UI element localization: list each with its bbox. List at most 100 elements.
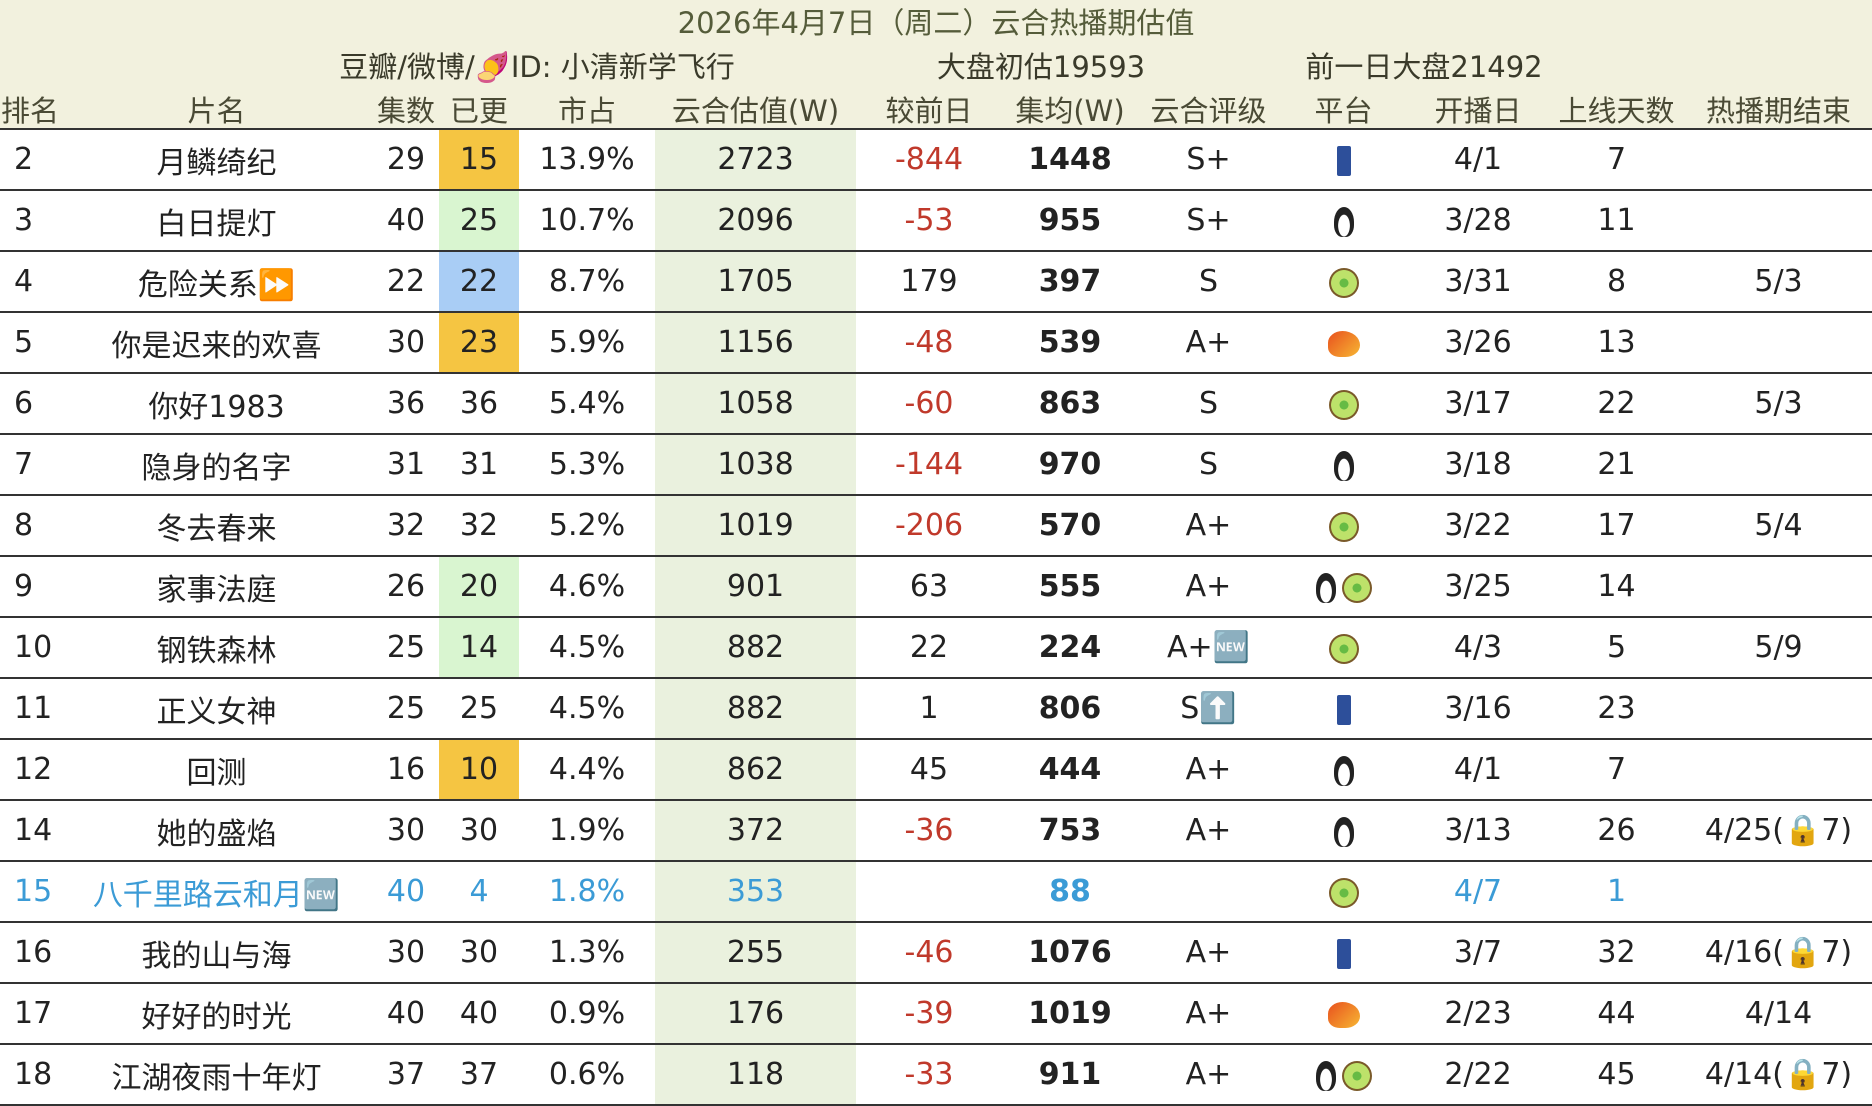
cell-episodes: 30 [373, 922, 439, 984]
table-row: 10 钢铁森林 25 14 4.5% 882 22 224 A+🆕 4/3 5 5/9 [0, 617, 1872, 679]
cell-name: 好好的时光 [60, 983, 373, 1045]
cell-share: 5.9% [519, 312, 655, 374]
title: 2026年4月7日（周二）云合热播期估值 [677, 6, 1195, 40]
cell-rank: 5 [0, 312, 60, 374]
column-header: 集均(W) [1015, 94, 1125, 128]
cell-change: -53 [856, 190, 1002, 252]
cell-avg: 911 [1002, 1044, 1138, 1106]
cell-avg: 224 [1002, 617, 1138, 679]
cell-start: 4/1 [1408, 128, 1548, 191]
table-row: 16 我的山与海 30 30 1.3% 255 -46 1076 A+ 3/7 32 4/16(🔒7) [0, 922, 1872, 984]
cell-start: 2/22 [1408, 1044, 1548, 1106]
cell-share: 0.6% [519, 1044, 655, 1106]
cell-change: 45 [856, 739, 1002, 801]
cell-rank: 4 [0, 251, 60, 313]
column-header: 平台 [1314, 94, 1373, 128]
cell-updated: 30 [439, 922, 519, 984]
cell-value: 1019 [655, 495, 856, 557]
cell-share: 4.5% [519, 678, 655, 740]
cell-name: 月鳞绮纪 [60, 128, 373, 191]
cell-name: 回测 [60, 739, 373, 801]
cell-rating: A+ [1138, 312, 1279, 374]
cell-updated: 30 [439, 800, 519, 862]
cell-end [1685, 128, 1872, 191]
cell-change: -36 [856, 800, 1002, 862]
cell-days: 5 [1548, 617, 1685, 679]
cell-change: -144 [856, 434, 1002, 496]
cell-days: 32 [1548, 922, 1685, 984]
platform-icon [1333, 816, 1354, 847]
cell-updated: 10 [439, 739, 519, 801]
cell-days: 21 [1548, 434, 1685, 496]
column-header: 排名 [0, 94, 59, 128]
cell-end [1685, 312, 1872, 374]
cell-updated: 40 [439, 983, 519, 1045]
column-headers: 排名 片名 集数 已更 市占 云合估值(W) 较前日 集均(W) 云合评级 平台 开播日 上线天数 热播… [0, 88, 1872, 130]
cell-episodes: 29 [373, 128, 439, 191]
cell-rating: A+ [1138, 739, 1279, 801]
cell-rank: 8 [0, 495, 60, 557]
platform-icon [1328, 511, 1359, 542]
cell-rank: 18 [0, 1044, 60, 1106]
cell-share: 4.6% [519, 556, 655, 618]
cell-end: 4/14 [1685, 983, 1872, 1045]
cell-rating [1138, 861, 1279, 923]
cell-value: 372 [655, 800, 856, 862]
cell-rank: 11 [0, 678, 60, 740]
cell-platform [1279, 251, 1408, 313]
table-row: 7 隐身的名字 31 31 5.3% 1038 -144 970 S 3/18 21 [0, 434, 1872, 496]
cell-platform [1279, 861, 1408, 923]
cell-value: 901 [655, 556, 856, 618]
cell-change: -206 [856, 495, 1002, 557]
cell-rating: A+🆕 [1138, 617, 1279, 679]
cell-days: 23 [1548, 678, 1685, 740]
cell-change: 22 [856, 617, 1002, 679]
column-header: 市占 [557, 94, 616, 128]
cell-avg: 955 [1002, 190, 1138, 252]
cell-change: -844 [856, 128, 1002, 191]
cell-rating: S+ [1138, 128, 1279, 191]
cell-rank: 6 [0, 373, 60, 435]
cell-rating: A+ [1138, 983, 1279, 1045]
cell-episodes: 37 [373, 1044, 439, 1106]
cell-end: 5/3 [1685, 373, 1872, 435]
cell-value: 1058 [655, 373, 856, 435]
platform-icon [1315, 572, 1336, 603]
platform-icon [1341, 1060, 1372, 1091]
cell-start: 3/28 [1408, 190, 1548, 252]
cell-platform [1279, 739, 1408, 801]
table-row: 17 好好的时光 40 40 0.9% 176 -39 1019 A+ 2/23 44 4/14 [0, 983, 1872, 1045]
cell-updated: 25 [439, 678, 519, 740]
cell-value: 882 [655, 678, 856, 740]
cell-end [1685, 434, 1872, 496]
cell-share: 5.3% [519, 434, 655, 496]
cell-value: 353 [655, 861, 856, 923]
cell-rating: A+ [1138, 800, 1279, 862]
cell-avg: 397 [1002, 251, 1138, 313]
cell-value: 1705 [655, 251, 856, 313]
column-header: 热播期结束 [1705, 94, 1851, 128]
cell-rating: S⬆️ [1138, 678, 1279, 740]
cell-share: 1.8% [519, 861, 655, 923]
cell-rank: 9 [0, 556, 60, 618]
column-header: 开播日 [1434, 94, 1522, 128]
cell-platform [1279, 617, 1408, 679]
platform-icon [1328, 389, 1359, 420]
column-header: 片名 [187, 94, 246, 128]
platform-icon [1328, 267, 1359, 298]
table-row: 14 她的盛焰 30 30 1.9% 372 -36 753 A+ 3/13 26 4/25(🔒7) [0, 800, 1872, 862]
cell-updated: 36 [439, 373, 519, 435]
cell-start: 3/18 [1408, 434, 1548, 496]
cell-days: 7 [1548, 128, 1685, 191]
ranking-table: 2 月鳞绮纪 29 15 13.9% 2723 -844 1448 S+ 4/1 7 3 白日提灯 40 2… [0, 128, 1872, 1106]
cell-episodes: 25 [373, 678, 439, 740]
cell-value: 255 [655, 922, 856, 984]
cell-rank: 7 [0, 434, 60, 496]
cell-days: 1 [1548, 861, 1685, 923]
cell-episodes: 40 [373, 190, 439, 252]
cell-platform [1279, 556, 1408, 618]
cell-start: 3/16 [1408, 678, 1548, 740]
cell-share: 1.9% [519, 800, 655, 862]
cell-platform [1279, 1044, 1408, 1106]
cell-value: 118 [655, 1044, 856, 1106]
